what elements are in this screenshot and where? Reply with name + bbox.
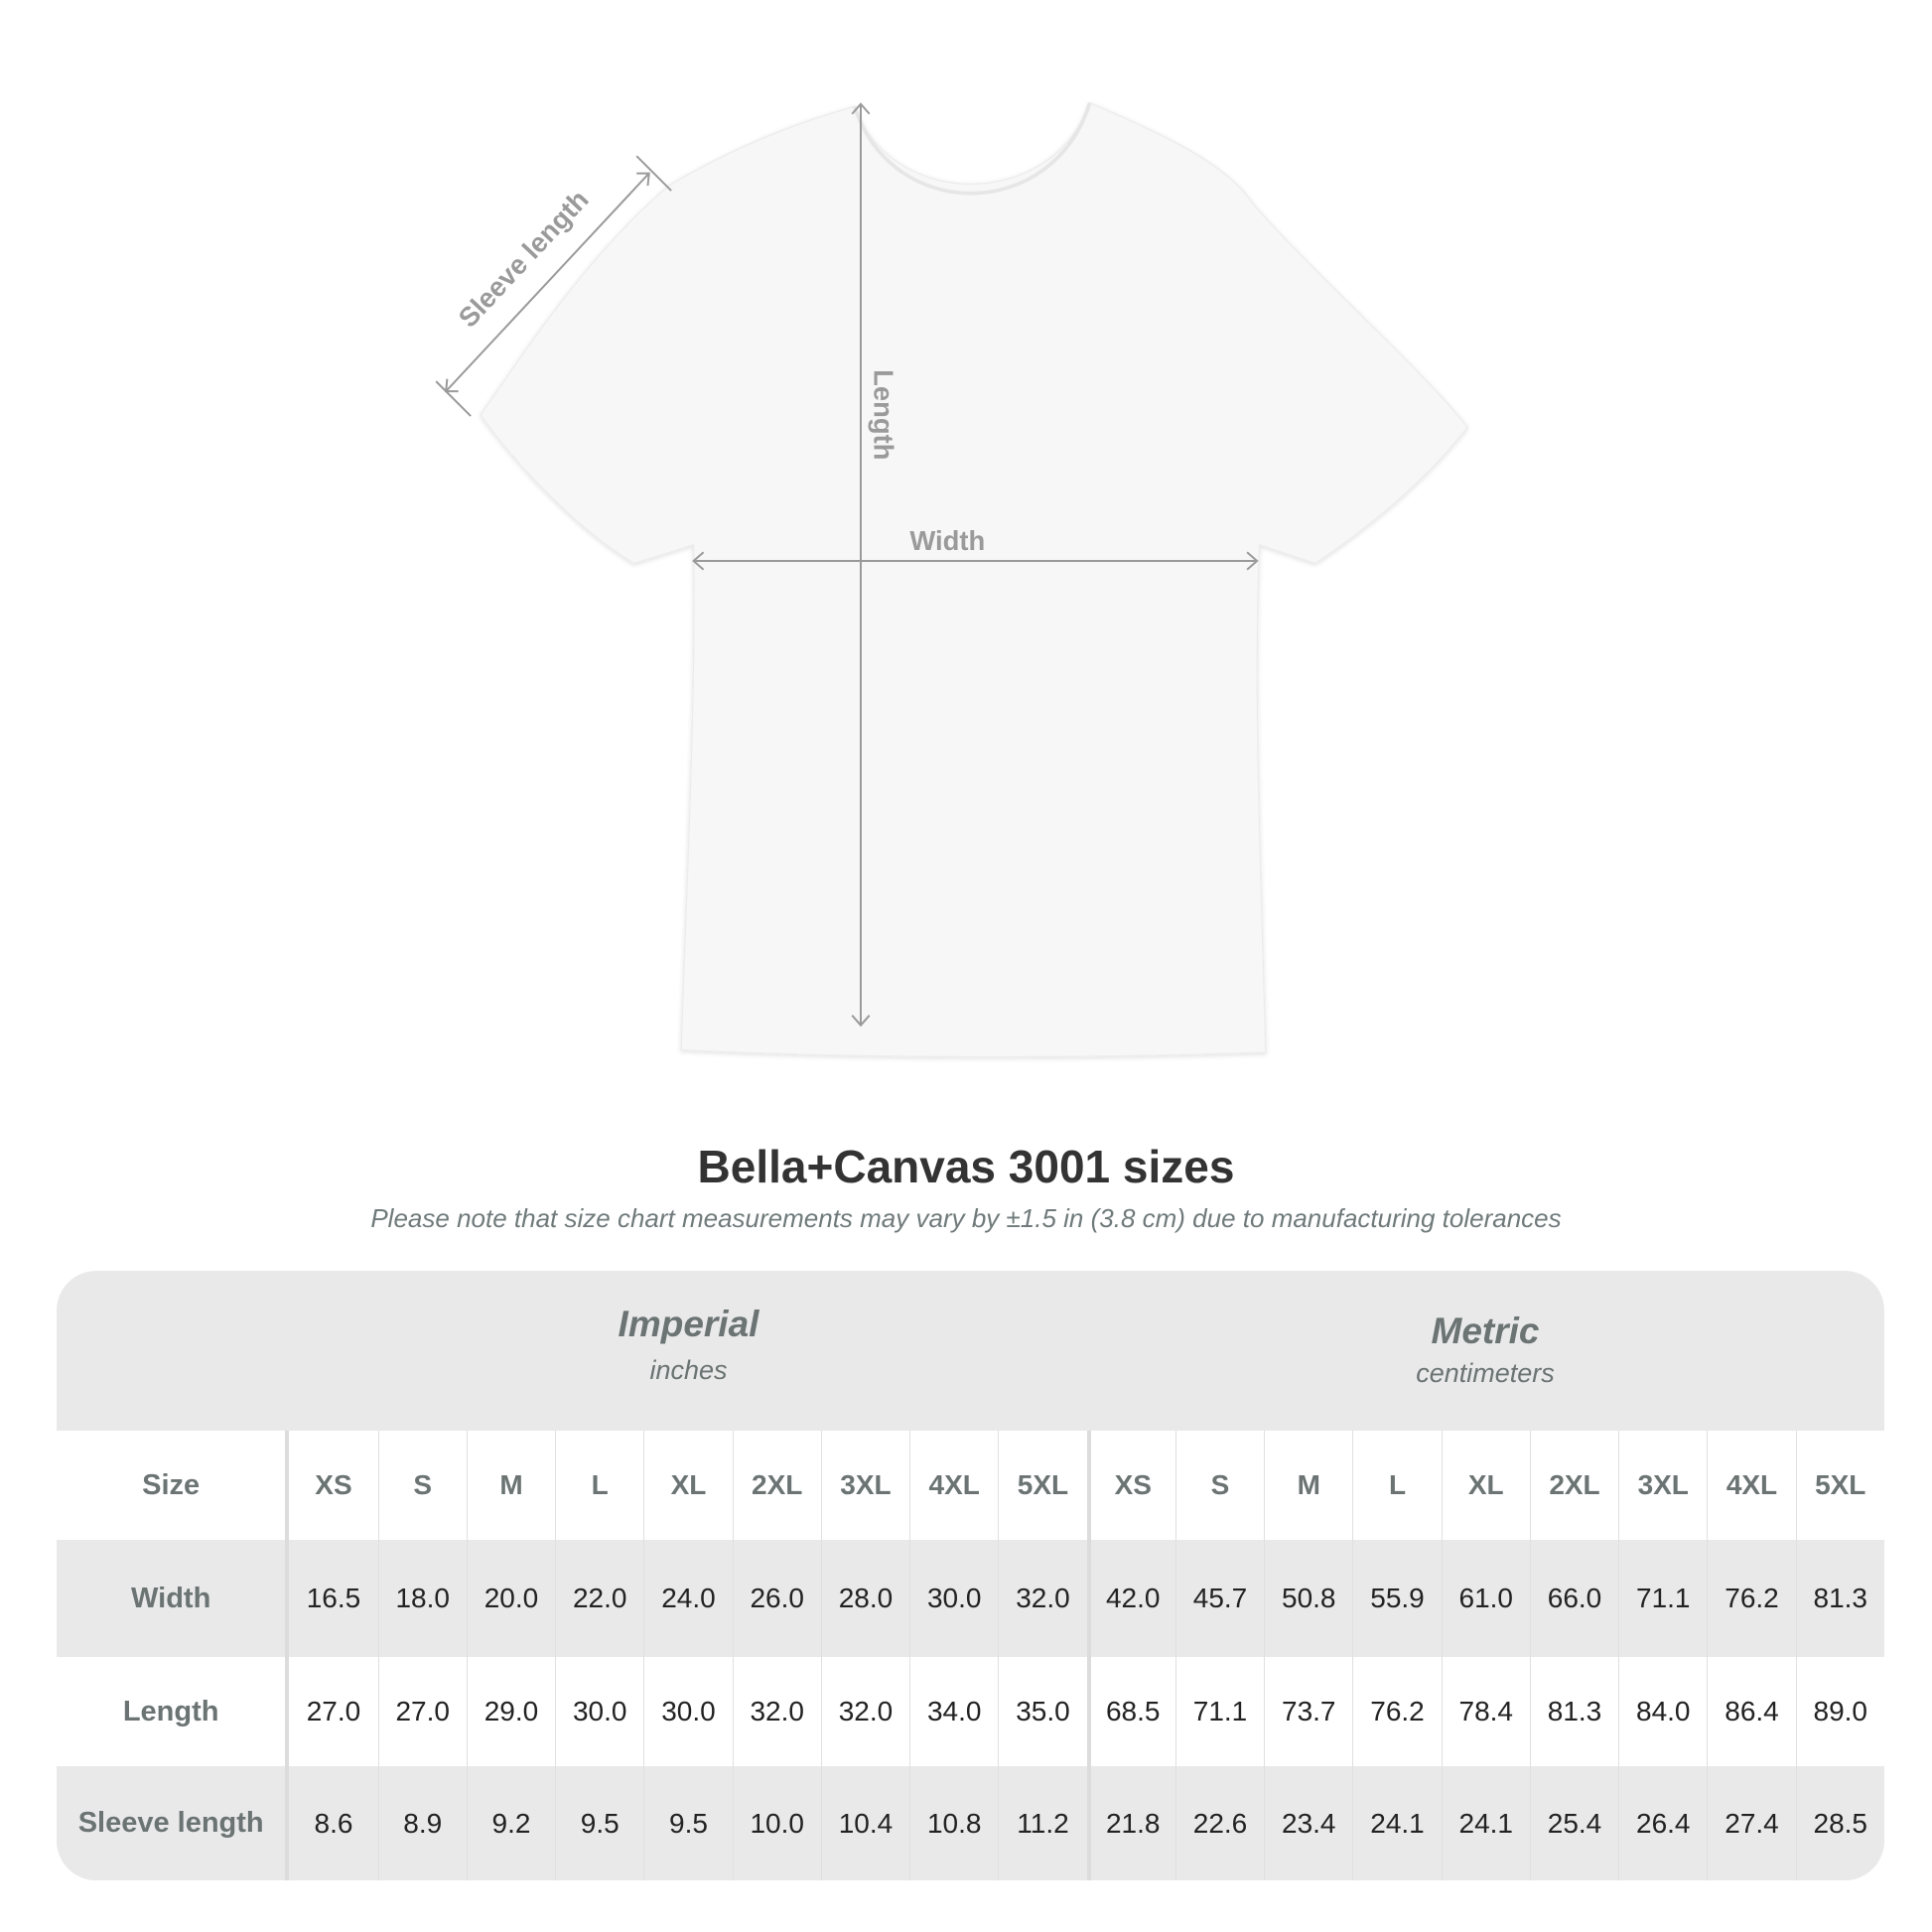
table-cell: 9.5 bbox=[643, 1766, 732, 1880]
table-cell: 27.0 bbox=[377, 1657, 467, 1766]
table-cell: 30.0 bbox=[643, 1657, 732, 1766]
row-label: Sleeve length bbox=[57, 1766, 290, 1880]
table-cell: 81.3 bbox=[1529, 1657, 1618, 1766]
table-cell: 16.5 bbox=[306, 1583, 361, 1613]
row-label: Size bbox=[57, 1431, 290, 1540]
size-header-cell: XS bbox=[1086, 1431, 1175, 1540]
size-table: Imperial inches Metric centimeters Size X… bbox=[57, 1271, 1884, 1880]
table-cell: 8.9 bbox=[377, 1766, 467, 1880]
table-cell: 32.0 bbox=[820, 1657, 909, 1766]
metric-unit: centimeters bbox=[1416, 1358, 1555, 1388]
table-cell: 22.6 bbox=[1174, 1766, 1264, 1880]
table-cell: 89.0 bbox=[1795, 1657, 1884, 1766]
table-cell: 10.8 bbox=[909, 1766, 998, 1880]
size-header-cell: L bbox=[555, 1431, 643, 1540]
table-cell: 29.0 bbox=[466, 1657, 555, 1766]
table-cell: 50.8 bbox=[1264, 1540, 1352, 1657]
chart-title: Bella+Canvas 3001 sizes bbox=[697, 1141, 1235, 1192]
table-cell: 34.0 bbox=[909, 1657, 998, 1766]
table-cell: 84.0 bbox=[1618, 1657, 1707, 1766]
size-header-cell: M bbox=[1264, 1431, 1352, 1540]
metric-header: Metric centimeters bbox=[1086, 1271, 1884, 1431]
imperial-title: Imperial bbox=[618, 1304, 759, 1344]
metric-title: Metric bbox=[1431, 1311, 1540, 1351]
table-cell: 30.0 bbox=[909, 1540, 998, 1657]
table-cell: 78.4 bbox=[1441, 1657, 1530, 1766]
row-label: Width bbox=[57, 1540, 290, 1657]
table-cell: 26.0 bbox=[732, 1540, 821, 1657]
table-cell: 24.1 bbox=[1441, 1766, 1530, 1880]
tshirt-diagram: Sleeve length Length Width bbox=[435, 101, 1468, 1058]
table-cell: 8.6 bbox=[314, 1807, 353, 1839]
table-cell: 10.4 bbox=[820, 1766, 909, 1880]
imperial-header: Imperial inches bbox=[290, 1271, 1087, 1431]
imperial-unit: inches bbox=[649, 1355, 728, 1385]
table-cell: 11.2 bbox=[998, 1766, 1086, 1880]
width-label: Width bbox=[909, 525, 985, 556]
tolerance-note: Please note that size chart measurements… bbox=[370, 1203, 1562, 1233]
table-cell: 73.7 bbox=[1264, 1657, 1352, 1766]
table-cell: 32.0 bbox=[998, 1540, 1086, 1657]
tshirt-image bbox=[480, 101, 1468, 1058]
table-cell: 68.5 bbox=[1086, 1657, 1175, 1766]
size-header-cell: 3XL bbox=[820, 1431, 909, 1540]
length-label: Length bbox=[869, 369, 899, 460]
size-header-cell: 4XL bbox=[909, 1431, 998, 1540]
table-cell: 71.1 bbox=[1618, 1540, 1707, 1657]
table-cell: 26.4 bbox=[1618, 1766, 1707, 1880]
table-cell: 66.0 bbox=[1529, 1540, 1618, 1657]
table-cell: 23.4 bbox=[1264, 1766, 1352, 1880]
table-cell: 81.3 bbox=[1795, 1540, 1884, 1657]
table-cell: 24.0 bbox=[643, 1540, 732, 1657]
table-cell: 32.0 bbox=[732, 1657, 821, 1766]
sleeve-arrow bbox=[445, 172, 650, 392]
table-cell: 45.7 bbox=[1174, 1540, 1264, 1657]
table-cell: 20.0 bbox=[466, 1540, 555, 1657]
size-header-cell: XL bbox=[1441, 1431, 1530, 1540]
table-cell: 9.5 bbox=[555, 1766, 643, 1880]
table-cell: 25.4 bbox=[1529, 1766, 1618, 1880]
table-cell: 28.0 bbox=[820, 1540, 909, 1657]
table-cell: 28.5 bbox=[1795, 1766, 1884, 1880]
size-header-cell: 3XL bbox=[1618, 1431, 1707, 1540]
table-cell: 35.0 bbox=[998, 1657, 1086, 1766]
size-header-cell: 5XL bbox=[998, 1431, 1086, 1540]
size-header-cell: S bbox=[1174, 1431, 1264, 1540]
size-row: Size XS S M L XL 2XL 3XL 4XL 5XL XS S M L XL 2XL 3XL 4XL 5… bbox=[57, 1431, 1884, 1540]
table-cell: 30.0 bbox=[555, 1657, 643, 1766]
size-header-cell: S bbox=[377, 1431, 467, 1540]
size-header-cell: XS bbox=[315, 1469, 352, 1500]
size-header-cell: XL bbox=[643, 1431, 732, 1540]
table-row-length: Length 27.0 27.0 29.0 30.0 30.0 32.0 32.0 34.0 35… bbox=[57, 1657, 1884, 1766]
table-cell: 61.0 bbox=[1441, 1540, 1530, 1657]
table-cell: 10.0 bbox=[732, 1766, 821, 1880]
table-cell: 76.2 bbox=[1352, 1657, 1441, 1766]
size-header-cell: 2XL bbox=[732, 1431, 821, 1540]
row-label: Length bbox=[57, 1657, 290, 1766]
table-cell: 27.4 bbox=[1707, 1766, 1795, 1880]
table-row-width: Width 16.5 18.0 20.0 22.0 24.0 26.0 28.0 30.0 32.… bbox=[57, 1540, 1884, 1657]
table-cell: 9.2 bbox=[466, 1766, 555, 1880]
size-header-cell: M bbox=[466, 1431, 555, 1540]
size-header-cell: 5XL bbox=[1795, 1431, 1884, 1540]
table-cell: 27.0 bbox=[306, 1696, 361, 1726]
table-cell: 21.8 bbox=[1086, 1766, 1175, 1880]
table-cell: 76.2 bbox=[1707, 1540, 1795, 1657]
table-cell: 71.1 bbox=[1174, 1657, 1264, 1766]
size-header-cell: 4XL bbox=[1707, 1431, 1795, 1540]
table-cell: 22.0 bbox=[555, 1540, 643, 1657]
table-cell: 55.9 bbox=[1352, 1540, 1441, 1657]
table-row-sleeve-length: Sleeve length 8.6 8.9 9.2 9.5 9.5 10.0 10.4 10.8… bbox=[57, 1766, 1884, 1880]
table-cell: 42.0 bbox=[1086, 1540, 1175, 1657]
size-header-cell: L bbox=[1352, 1431, 1441, 1540]
table-cell: 86.4 bbox=[1707, 1657, 1795, 1766]
table-cell: 24.1 bbox=[1352, 1766, 1441, 1880]
table-cell: 18.0 bbox=[377, 1540, 467, 1657]
size-header-cell: 2XL bbox=[1529, 1431, 1618, 1540]
